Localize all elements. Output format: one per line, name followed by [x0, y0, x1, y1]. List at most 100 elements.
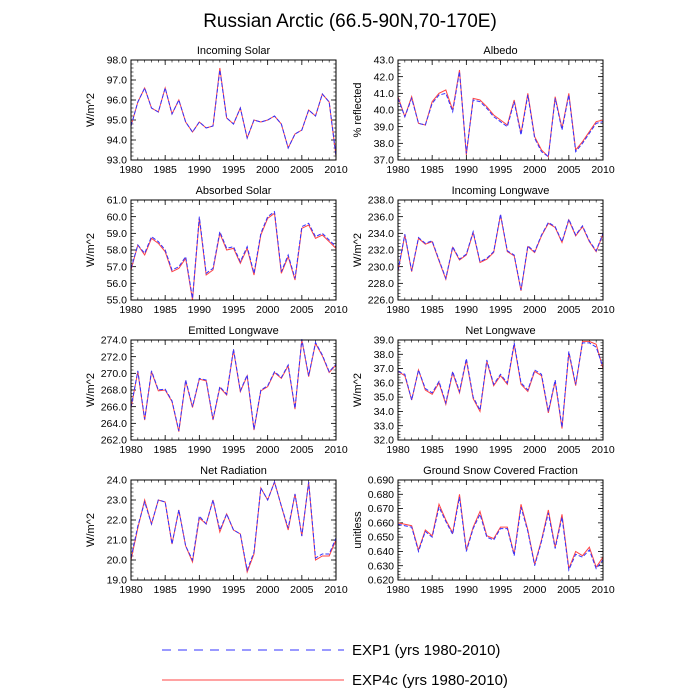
- series-line-exp1: [397, 71, 604, 158]
- y-tick-label: 262.0: [101, 435, 127, 447]
- x-tick-label: 2005: [290, 304, 314, 316]
- panel-title-ground-snow-covered-fraction: Ground Snow Covered Fraction: [423, 465, 578, 477]
- y-tick-label: 37.0: [374, 363, 395, 375]
- series-line-exp4c: [130, 480, 337, 574]
- x-tick-label: 1995: [222, 304, 246, 316]
- y-tick-label: 24.0: [107, 475, 128, 487]
- x-tick-label: 2010: [324, 584, 348, 596]
- x-tick-label: 2005: [557, 164, 581, 176]
- panel-title-albedo: Albedo: [483, 45, 517, 57]
- y-tick-label: 39.0: [374, 121, 395, 133]
- y-tick-label: 226.0: [368, 295, 394, 307]
- x-tick-label: 1995: [489, 584, 513, 596]
- x-tick-label: 1990: [188, 164, 212, 176]
- x-tick-label: 2010: [324, 304, 348, 316]
- x-tick-label: 2010: [591, 444, 615, 456]
- y-tick-label: 60.0: [107, 211, 128, 223]
- y-tick-label: 32.0: [374, 435, 395, 447]
- x-tick-label: 2010: [324, 164, 348, 176]
- panel-ground-snow-covered-fraction: Ground Snow Covered Fraction unitless 0.62…: [352, 465, 615, 596]
- x-tick-label: 2010: [324, 444, 348, 456]
- x-tick-label: 1980: [386, 304, 410, 316]
- x-tick-label: 2000: [256, 164, 280, 176]
- y-tick-label: 34.0: [374, 406, 395, 418]
- panel-albedo: Albedo % reflected 37.0 38.0 39.0 40.0 41.0 42.…: [352, 45, 615, 176]
- y-tick-label: 95.0: [107, 115, 128, 127]
- y-tick-label: 38.0: [374, 138, 395, 150]
- y-tick-label: 33.0: [374, 420, 395, 432]
- figure-title: Russian Arctic (66.5-90N,70-170E): [203, 11, 497, 32]
- legend: EXP1 (yrs 1980-2010) EXP4c (yrs 1980-201…: [162, 642, 508, 689]
- panel-emitted-longwave: Emitted Longwave W/m^2 262.0 264.0 266.0 268.…: [85, 325, 348, 456]
- y-tick-label: 0.640: [368, 546, 394, 558]
- x-tick-label: 2000: [256, 444, 280, 456]
- panel-title-net-longwave: Net Longwave: [465, 325, 535, 337]
- legend-label-exp1: EXP1 (yrs 1980-2010): [352, 642, 500, 659]
- panel-incoming-solar: Incoming Solar W/m^2 93.0 94.0 95.0 96.0 97.0 9…: [85, 45, 348, 176]
- y-tick-label: 264.0: [101, 418, 127, 430]
- x-tick-label: 1995: [222, 444, 246, 456]
- x-tick-label: 2005: [290, 584, 314, 596]
- plot-frame-net-longwave: [397, 339, 604, 441]
- x-tick-label: 2000: [523, 444, 547, 456]
- series-line-exp4c: [130, 339, 337, 432]
- y-tick-label: 272.0: [101, 351, 127, 363]
- y-tick-label: 55.0: [107, 295, 128, 307]
- y-tick-label: 41.0: [374, 88, 395, 100]
- series-line-exp4c: [397, 69, 604, 158]
- y-axis-label-albedo: % reflected: [352, 82, 364, 137]
- x-tick-label: 2005: [557, 584, 581, 596]
- legend-label-exp4c: EXP4c (yrs 1980-2010): [352, 672, 508, 689]
- panel-incoming-longwave: Incoming Longwave W/m^2 226.0 228.0 230.0 232…: [352, 185, 615, 316]
- series-line-exp4c: [130, 212, 337, 301]
- y-axis-label-emitted-longwave: W/m^2: [85, 373, 97, 407]
- series-line-exp4c: [397, 340, 604, 429]
- x-tick-label: 2010: [591, 304, 615, 316]
- x-tick-label: 1995: [489, 164, 513, 176]
- y-tick-label: 0.620: [368, 575, 394, 587]
- x-tick-label: 1980: [119, 304, 143, 316]
- x-tick-label: 1995: [489, 304, 513, 316]
- y-tick-label: 0.690: [368, 475, 394, 487]
- x-tick-label: 1985: [153, 304, 177, 316]
- x-tick-label: 1985: [153, 584, 177, 596]
- x-tick-label: 1990: [188, 444, 212, 456]
- y-tick-label: 35.0: [374, 392, 395, 404]
- y-tick-label: 39.0: [374, 335, 395, 347]
- y-tick-label: 270.0: [101, 368, 127, 380]
- panel-title-incoming-solar: Incoming Solar: [197, 45, 271, 57]
- y-tick-label: 57.0: [107, 261, 128, 273]
- panel-title-incoming-longwave: Incoming Longwave: [452, 185, 550, 197]
- y-tick-label: 274.0: [101, 335, 127, 347]
- y-tick-label: 238.0: [368, 195, 394, 207]
- series-line-exp1: [130, 339, 337, 431]
- panel-absorbed-solar: Absorbed Solar W/m^2 55.0 56.0 57.0 58.0 59.0 6…: [85, 185, 348, 316]
- panel-title-absorbed-solar: Absorbed Solar: [196, 185, 272, 197]
- x-tick-label: 1990: [188, 584, 212, 596]
- panel-net-longwave: Net Longwave W/m^2 32.0 33.0 34.0 35.0 36.0 37.…: [352, 325, 615, 456]
- plot-frame-incoming-longwave: [397, 199, 604, 301]
- series-line-exp1: [130, 69, 337, 157]
- y-tick-label: 97.0: [107, 75, 128, 87]
- x-tick-label: 1985: [420, 584, 444, 596]
- x-tick-label: 1980: [386, 444, 410, 456]
- x-tick-label: 2005: [557, 444, 581, 456]
- y-tick-label: 94.0: [107, 135, 128, 147]
- x-tick-label: 2010: [591, 164, 615, 176]
- y-tick-label: 232.0: [368, 245, 394, 257]
- series-line-exp1: [397, 497, 604, 572]
- y-axis-label-ground-snow-covered-fraction: unitless: [352, 511, 364, 549]
- y-tick-label: 236.0: [368, 211, 394, 223]
- x-tick-label: 2010: [591, 584, 615, 596]
- panel-title-emitted-longwave: Emitted Longwave: [188, 325, 279, 337]
- plot-frame-net-radiation: [130, 479, 337, 581]
- x-tick-label: 2000: [256, 584, 280, 596]
- x-tick-label: 2000: [256, 304, 280, 316]
- x-tick-label: 1985: [153, 444, 177, 456]
- y-tick-label: 20.0: [107, 555, 128, 567]
- x-tick-label: 2005: [290, 164, 314, 176]
- panel-title-net-radiation: Net Radiation: [200, 465, 267, 477]
- y-tick-label: 0.630: [368, 560, 394, 572]
- series-line-exp4c: [130, 67, 337, 157]
- y-tick-label: 40.0: [374, 105, 395, 117]
